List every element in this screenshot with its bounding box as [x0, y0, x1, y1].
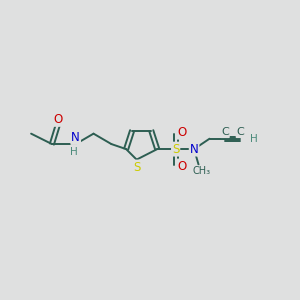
Text: S: S: [172, 142, 179, 156]
Text: N: N: [190, 142, 199, 156]
Text: O: O: [177, 126, 186, 139]
Text: O: O: [53, 113, 62, 126]
Text: O: O: [177, 160, 186, 172]
Text: H: H: [250, 134, 258, 144]
Text: N: N: [71, 131, 80, 144]
Text: H: H: [70, 147, 78, 157]
Text: S: S: [133, 160, 140, 173]
Text: C: C: [221, 127, 229, 137]
Text: CH₃: CH₃: [192, 166, 211, 176]
Text: C: C: [237, 127, 244, 137]
